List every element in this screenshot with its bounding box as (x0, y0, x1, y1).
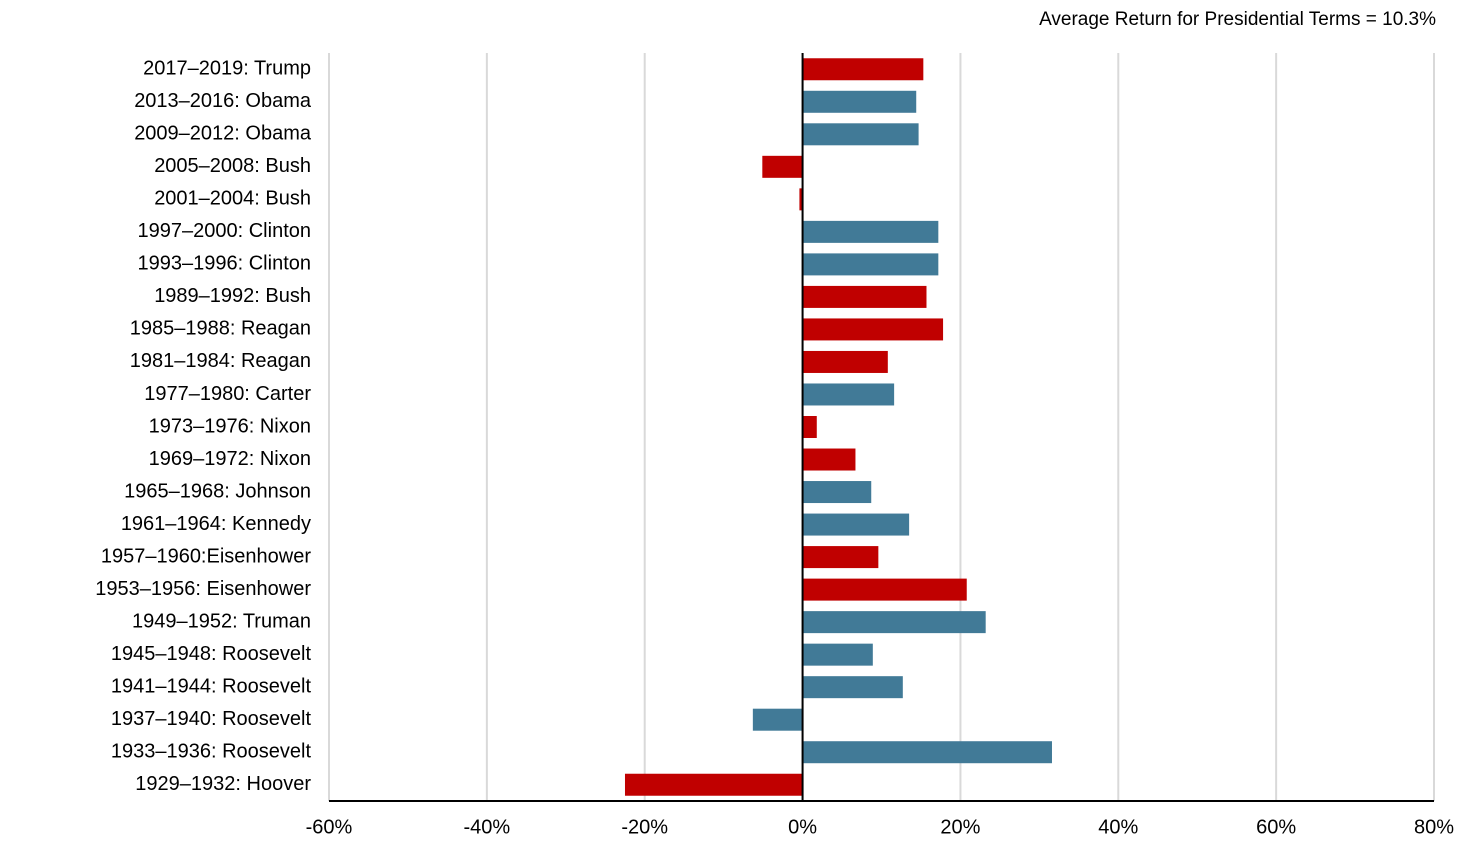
bar (802, 513, 910, 536)
bar (802, 90, 917, 113)
y-tick-label: 1969–1972: Nixon (149, 448, 311, 470)
y-tick-label: 1953–1956: Eisenhower (95, 578, 311, 600)
y-tick-label: 1989–1992: Bush (154, 285, 311, 307)
y-tick-label: 1945–1948: Roosevelt (111, 643, 312, 665)
y-tick-label: 2009–2012: Obama (134, 123, 312, 145)
bar (802, 285, 927, 308)
y-tick-label: 1981–1984: Reagan (130, 350, 311, 372)
bar (624, 773, 803, 796)
y-tick-label: 1929–1932: Hoover (135, 773, 311, 795)
y-tick-label: 1985–1988: Reagan (130, 318, 311, 340)
bar (802, 123, 919, 146)
y-tick-label: 1993–1996: Clinton (138, 253, 311, 275)
bar (802, 448, 856, 471)
x-tick-label: 80% (1414, 816, 1454, 838)
bar (802, 481, 872, 504)
x-tick-label: 0% (788, 816, 817, 838)
bar (752, 708, 803, 731)
x-tick-label: -40% (464, 816, 511, 838)
y-tick-label: 1933–1936: Roosevelt (111, 740, 312, 762)
y-tick-label: 2005–2008: Bush (154, 155, 311, 177)
bar (802, 318, 944, 341)
y-tick-label: 1965–1968: Johnson (124, 480, 311, 502)
bar (802, 350, 888, 373)
y-tick-label: 1941–1944: Roosevelt (111, 675, 312, 697)
bar (799, 188, 803, 211)
bar (802, 383, 895, 406)
bar (802, 220, 939, 243)
x-tick-label: 40% (1098, 816, 1138, 838)
x-tick-label: 20% (940, 816, 980, 838)
y-tick-label: 1973–1976: Nixon (149, 415, 311, 437)
bar (802, 611, 986, 634)
y-tick-label: 1949–1952: Truman (132, 610, 311, 632)
y-tick-label: 1937–1940: Roosevelt (111, 708, 312, 730)
bar (802, 58, 924, 81)
bar (762, 155, 803, 178)
y-tick-label: 1957–1960:Eisenhower (101, 545, 312, 567)
y-tick-label: 1997–2000: Clinton (138, 220, 311, 242)
bar (802, 253, 939, 276)
x-tick-label: -20% (621, 816, 668, 838)
y-tick-label: 1961–1964: Kennedy (121, 513, 311, 535)
y-tick-label: 1977–1980: Carter (144, 383, 311, 405)
bar (802, 546, 879, 569)
y-tick-label: 2013–2016: Obama (134, 90, 312, 112)
y-tick-label: 2017–2019: Trump (143, 58, 311, 80)
x-tick-label: -60% (306, 816, 353, 838)
bar (802, 578, 967, 601)
y-tick-label: 2001–2004: Bush (154, 188, 311, 210)
bar (802, 643, 873, 666)
bar (802, 676, 903, 699)
annotation: Average Return for Presidential Terms = … (1039, 9, 1436, 30)
bar (802, 741, 1052, 764)
x-tick-label: 60% (1256, 816, 1296, 838)
bar (802, 416, 817, 438)
